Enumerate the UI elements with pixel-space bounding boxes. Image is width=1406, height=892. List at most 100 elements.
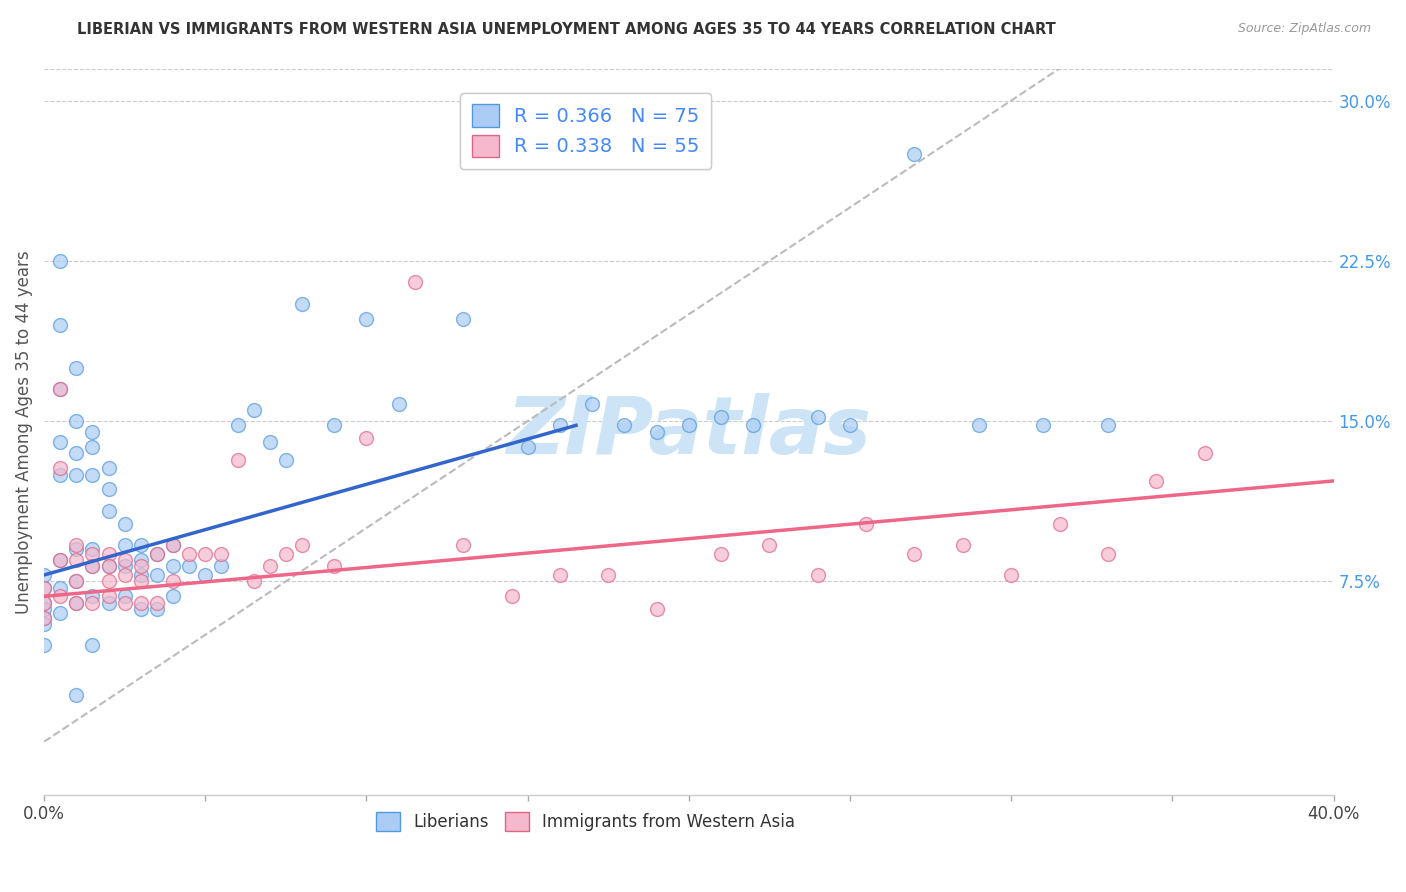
Point xyxy=(516,440,538,454)
Point xyxy=(903,147,925,161)
Text: LIBERIAN VS IMMIGRANTS FROM WESTERN ASIA UNEMPLOYMENT AMONG AGES 35 TO 44 YEARS : LIBERIAN VS IMMIGRANTS FROM WESTERN ASIA… xyxy=(77,22,1056,37)
Point xyxy=(114,553,136,567)
Point xyxy=(97,590,120,604)
Point xyxy=(32,596,55,610)
Point xyxy=(114,559,136,574)
Point xyxy=(451,311,474,326)
Y-axis label: Unemployment Among Ages 35 to 44 years: Unemployment Among Ages 35 to 44 years xyxy=(15,250,32,614)
Point xyxy=(146,547,169,561)
Point xyxy=(97,504,120,518)
Point xyxy=(32,581,55,595)
Point xyxy=(678,418,700,433)
Point xyxy=(82,559,104,574)
Point xyxy=(129,568,152,582)
Point xyxy=(1194,446,1216,460)
Point xyxy=(49,590,72,604)
Point xyxy=(65,414,87,428)
Point xyxy=(32,581,55,595)
Point xyxy=(65,574,87,589)
Point xyxy=(162,559,184,574)
Point xyxy=(82,440,104,454)
Point xyxy=(548,418,571,433)
Text: Source: ZipAtlas.com: Source: ZipAtlas.com xyxy=(1237,22,1371,36)
Point xyxy=(356,431,378,445)
Point xyxy=(952,538,974,552)
Point xyxy=(1000,568,1022,582)
Point xyxy=(967,418,990,433)
Point xyxy=(82,596,104,610)
Point xyxy=(65,467,87,482)
Point xyxy=(291,296,314,310)
Point xyxy=(645,602,668,616)
Point xyxy=(146,568,169,582)
Point xyxy=(65,574,87,589)
Point xyxy=(65,360,87,375)
Point xyxy=(162,590,184,604)
Point xyxy=(65,553,87,567)
Point xyxy=(226,452,249,467)
Point xyxy=(598,568,620,582)
Point xyxy=(97,461,120,475)
Point xyxy=(404,275,426,289)
Point xyxy=(209,559,232,574)
Point xyxy=(179,559,201,574)
Point xyxy=(179,547,201,561)
Point xyxy=(291,538,314,552)
Point xyxy=(1049,516,1071,531)
Point xyxy=(97,559,120,574)
Point xyxy=(242,574,264,589)
Point xyxy=(129,596,152,610)
Point xyxy=(209,547,232,561)
Point xyxy=(710,547,733,561)
Point xyxy=(129,559,152,574)
Point xyxy=(49,382,72,396)
Point xyxy=(388,397,411,411)
Point xyxy=(49,382,72,396)
Point xyxy=(32,568,55,582)
Point xyxy=(129,602,152,616)
Point xyxy=(259,559,281,574)
Point xyxy=(114,596,136,610)
Point xyxy=(32,610,55,624)
Point xyxy=(274,547,297,561)
Point xyxy=(146,602,169,616)
Point xyxy=(242,403,264,417)
Point xyxy=(32,596,55,610)
Legend: R = 0.366   N = 75, R = 0.338   N = 55: R = 0.366 N = 75, R = 0.338 N = 55 xyxy=(460,93,711,169)
Point xyxy=(162,538,184,552)
Point xyxy=(32,610,55,624)
Point xyxy=(97,483,120,497)
Point xyxy=(82,542,104,557)
Point xyxy=(742,418,765,433)
Point xyxy=(274,452,297,467)
Point xyxy=(855,516,877,531)
Point xyxy=(82,639,104,653)
Point xyxy=(114,568,136,582)
Point xyxy=(645,425,668,439)
Point xyxy=(82,425,104,439)
Point xyxy=(97,596,120,610)
Point xyxy=(82,559,104,574)
Point xyxy=(323,418,346,433)
Point xyxy=(49,607,72,621)
Point xyxy=(758,538,780,552)
Point xyxy=(97,547,120,561)
Point xyxy=(82,590,104,604)
Point xyxy=(49,318,72,332)
Point xyxy=(65,538,87,552)
Point xyxy=(903,547,925,561)
Point xyxy=(194,568,217,582)
Point xyxy=(32,602,55,616)
Point xyxy=(146,596,169,610)
Point xyxy=(49,467,72,482)
Point xyxy=(97,559,120,574)
Point xyxy=(839,418,862,433)
Point xyxy=(49,553,72,567)
Point xyxy=(97,574,120,589)
Point xyxy=(451,538,474,552)
Point xyxy=(65,596,87,610)
Point xyxy=(49,461,72,475)
Point xyxy=(82,467,104,482)
Point xyxy=(65,596,87,610)
Point xyxy=(32,639,55,653)
